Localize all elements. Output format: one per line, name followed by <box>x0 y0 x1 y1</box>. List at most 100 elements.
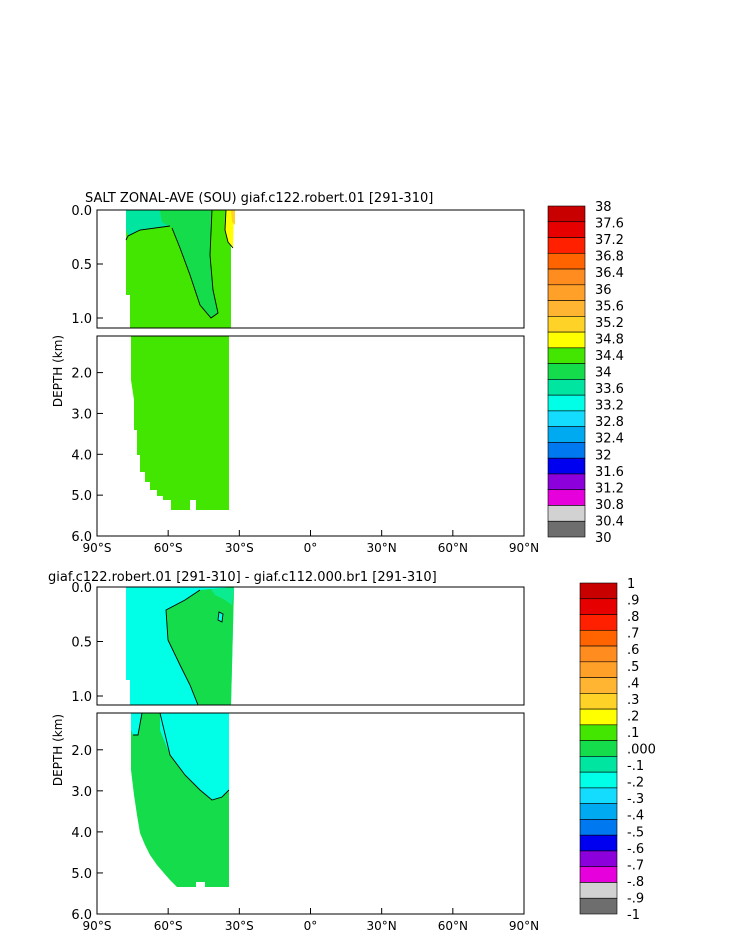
y-tick-label: 5.0 <box>71 489 92 504</box>
colorbar-swatch <box>579 850 618 868</box>
colorbar-label: 37.2 <box>595 233 624 248</box>
colorbar-label: 34.8 <box>595 332 624 347</box>
panel1-upper-salty2 <box>231 210 235 225</box>
colorbar-label: .1 <box>627 726 639 741</box>
colorbar-label: -.4 <box>627 809 644 824</box>
colorbar-swatch <box>579 614 618 631</box>
colorbar-swatch <box>579 866 618 883</box>
panel2-ylabel: DEPTH (km) <box>51 714 65 786</box>
y-tick-label: 0.0 <box>71 581 92 596</box>
y-tick-label: 3.0 <box>71 785 92 800</box>
colorbar-swatch <box>579 834 618 852</box>
colorbar-label: -.6 <box>627 842 644 857</box>
panel2-contour-b <box>217 611 224 623</box>
panel2-title: giaf.c122.robert.01 [291-310] - giaf.c11… <box>48 570 437 585</box>
x-tick-label: 30°N <box>367 919 397 933</box>
colorbar-label: .6 <box>627 643 639 658</box>
colorbar-swatch <box>547 505 586 522</box>
colorbar-label: 31.6 <box>595 465 624 480</box>
panel2-lower-neg <box>160 713 229 800</box>
colorbar-label: 35.6 <box>595 299 624 314</box>
colorbar-label: .3 <box>627 693 639 708</box>
panel2-yticks: 0.0 0.5 1.0 2.0 3.0 4.0 5.0 6.0 <box>71 581 103 923</box>
panel1-upper-fresh <box>126 210 170 236</box>
colorbar-label: .8 <box>627 610 639 625</box>
colorbar-swatch <box>579 645 618 663</box>
colorbar-swatch <box>579 582 618 600</box>
colorbar-swatch <box>579 693 618 710</box>
colorbar-label: 38 <box>595 200 612 215</box>
colorbar-swatch <box>579 819 618 836</box>
y-tick-label: 6.0 <box>71 530 92 545</box>
colorbar-swatch <box>547 221 586 238</box>
colorbar-swatch <box>547 379 586 396</box>
panel1-contour-b <box>224 209 234 249</box>
x-tick-label: 90°N <box>509 541 539 555</box>
x-tick-label: 0° <box>304 919 318 933</box>
y-tick-label: 1.0 <box>71 312 92 327</box>
colorbar-swatch <box>547 520 586 538</box>
colorbar-label: 35.2 <box>595 316 624 331</box>
panel2-contour-c <box>159 712 230 801</box>
colorbar-swatch <box>579 598 618 615</box>
panel2-upper-neg-blob <box>218 612 223 622</box>
x-tick-label: 0° <box>304 541 318 555</box>
x-tick-label: 30°S <box>225 919 254 933</box>
panel1-lower-green <box>131 336 229 510</box>
panel2-upper-fill <box>126 587 234 706</box>
colorbar-swatch <box>547 347 586 364</box>
colorbar-swatch <box>547 473 586 491</box>
y-tick-label: 6.0 <box>71 908 92 923</box>
x-tick-label: 90°N <box>509 919 539 933</box>
colorbar-swatch <box>547 489 586 506</box>
colorbar-swatch <box>547 205 586 223</box>
y-tick-label: 1.0 <box>71 690 92 705</box>
x-tick-label: 30°S <box>225 541 254 555</box>
colorbar-swatch <box>579 740 618 757</box>
colorbar-swatch <box>547 410 586 427</box>
colorbar-label: -.9 <box>627 891 644 906</box>
colorbar-label: -1 <box>627 908 640 923</box>
panel2-colorbar: 1 .9.8 .7.6 .5.4 .3.2 .1 .000-.1 -.2-.3 -.4-.5 -.… <box>579 577 656 923</box>
x-tick-label: 90°S <box>83 919 112 933</box>
y-tick-label: 4.0 <box>71 448 92 463</box>
colorbar-swatch <box>579 708 618 726</box>
panel1-colorbar: 3837.637.236.836.43635.635.234.834.43433… <box>547 200 624 546</box>
colorbar-swatch <box>547 331 586 349</box>
colorbar-label: 34 <box>595 366 612 381</box>
x-tick-label: 60°S <box>154 541 183 555</box>
y-tick-label: 3.0 <box>71 407 92 422</box>
y-tick-label: 2.0 <box>71 744 92 759</box>
colorbar-label: -.8 <box>627 875 644 890</box>
colorbar-label: .7 <box>627 627 639 642</box>
colorbar-swatch <box>547 442 586 459</box>
colorbar-label: -.5 <box>627 825 644 840</box>
colorbar-swatch <box>579 803 618 820</box>
colorbar-label: 32.8 <box>595 415 624 430</box>
colorbar-label: 32.4 <box>595 432 624 447</box>
colorbar-label: .000 <box>627 743 656 758</box>
y-tick-label: 0.5 <box>71 258 92 273</box>
colorbar-swatch <box>547 394 586 412</box>
panel2-upper-pos <box>166 587 234 705</box>
colorbar-label: .5 <box>627 660 639 675</box>
colorbar-label: 36.4 <box>595 266 624 281</box>
panel1-title: SALT ZONAL-AVE (SOU) giaf.c122.robert.01… <box>85 191 433 206</box>
colorbar-swatch <box>579 787 618 804</box>
x-tick-label: 60°N <box>438 541 468 555</box>
colorbar-swatch <box>547 426 586 443</box>
colorbar-swatch <box>547 284 586 301</box>
colorbar-label: 1 <box>627 577 635 592</box>
colorbar-label: .4 <box>627 676 639 691</box>
y-tick-label: 5.0 <box>71 867 92 882</box>
panel2-lower-neg-left <box>131 713 142 735</box>
colorbar-swatch <box>547 457 586 475</box>
colorbar-label: 30.8 <box>595 498 624 513</box>
panel1-xticks: 90°S 60°S 30°S 0° 30°N 60°N 90°N <box>83 530 539 555</box>
panel2-upper-neg-tip <box>210 588 234 605</box>
colorbar-swatch <box>547 363 586 380</box>
colorbar-label: .2 <box>627 709 639 724</box>
colorbar-swatch <box>579 629 618 647</box>
panel2-contour-a <box>165 589 201 706</box>
